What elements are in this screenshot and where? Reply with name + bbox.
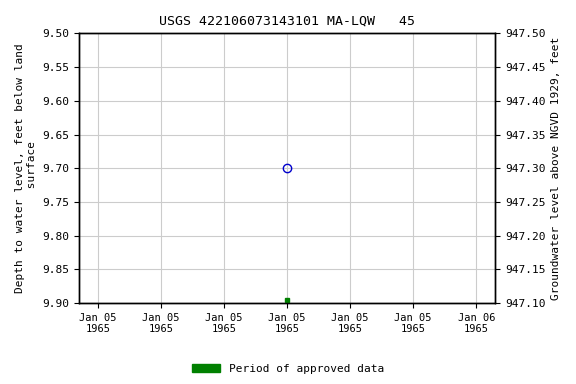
Title: USGS 422106073143101 MA-LQW   45: USGS 422106073143101 MA-LQW 45	[159, 15, 415, 28]
Y-axis label: Groundwater level above NGVD 1929, feet: Groundwater level above NGVD 1929, feet	[551, 36, 561, 300]
Y-axis label: Depth to water level, feet below land
 surface: Depth to water level, feet below land su…	[15, 43, 37, 293]
Legend: Period of approved data: Period of approved data	[188, 359, 388, 379]
